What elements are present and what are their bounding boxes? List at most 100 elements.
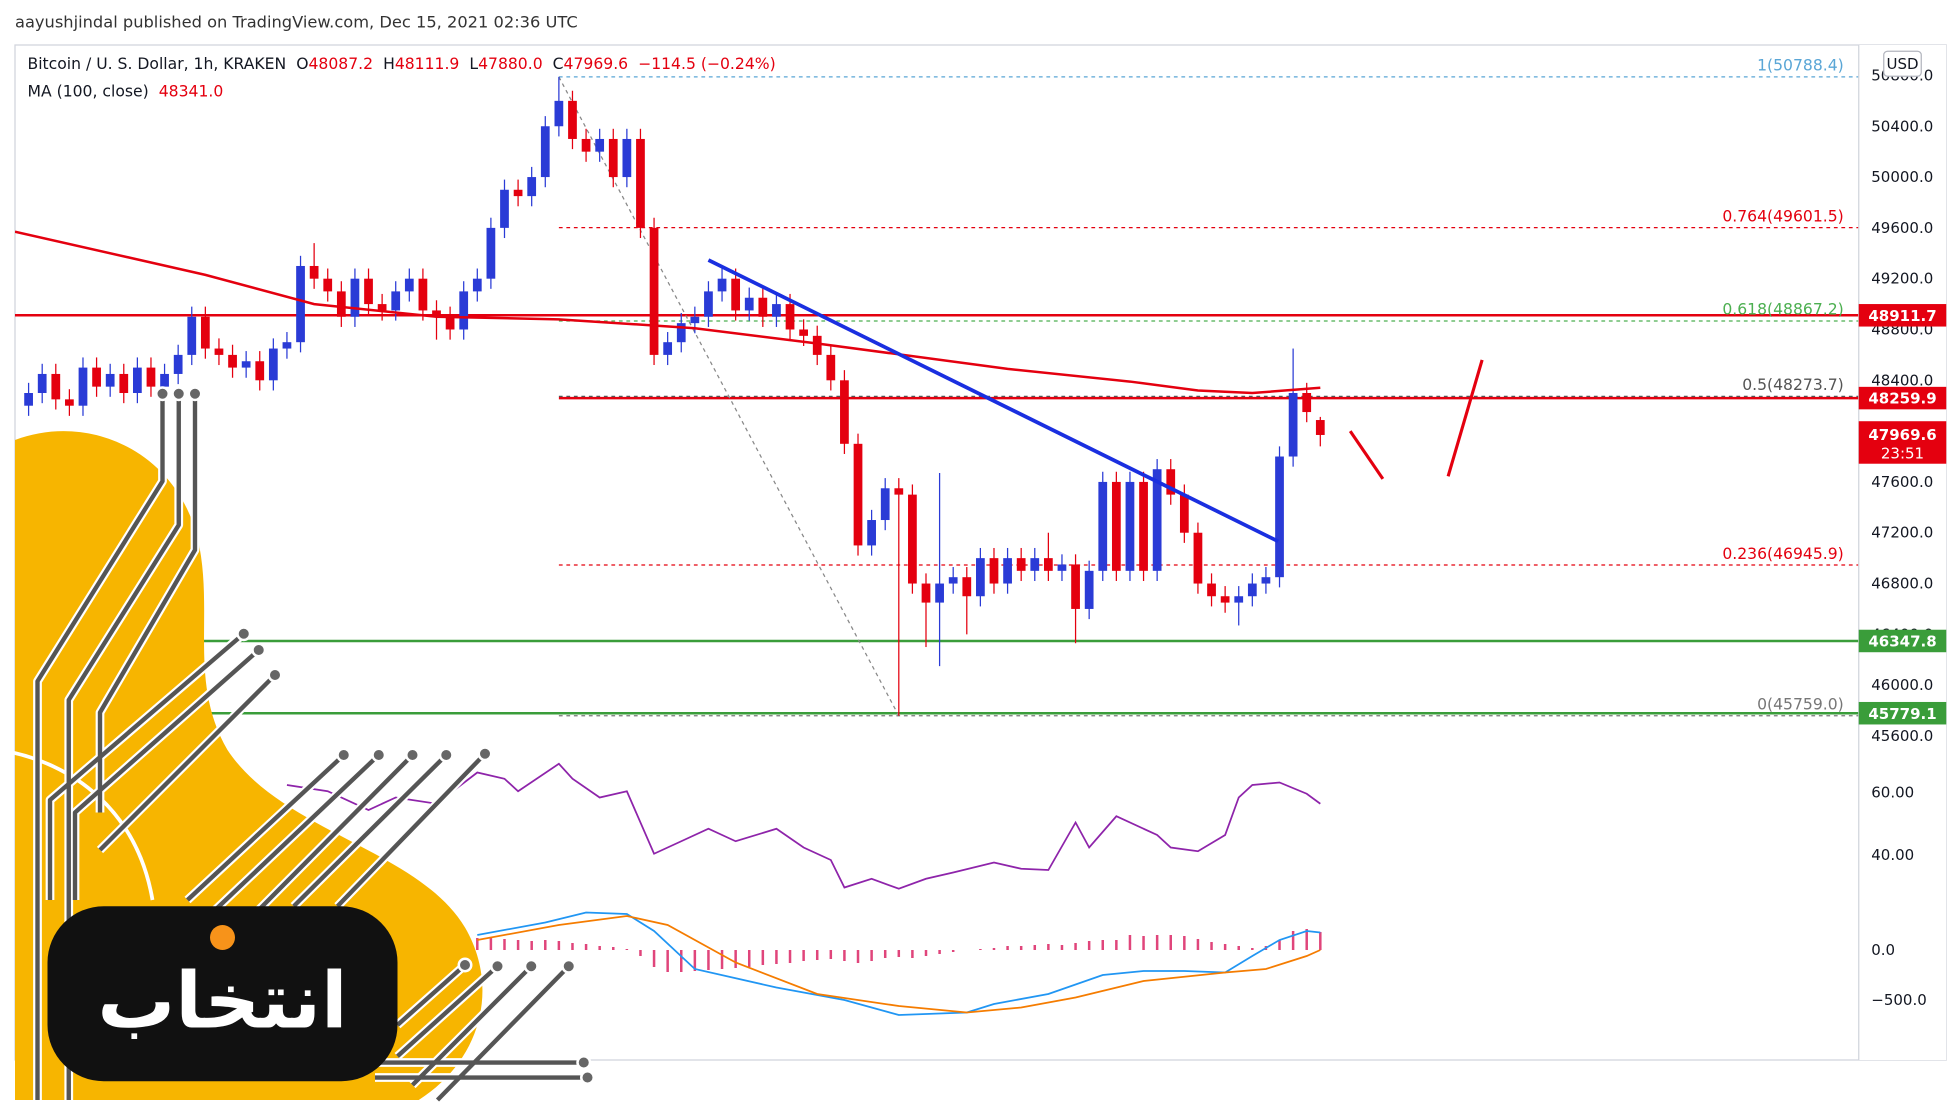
candle-body: [1098, 481, 1108, 571]
histogram-bar: [788, 950, 792, 963]
candle-body: [1179, 494, 1189, 533]
histogram-bar: [1210, 941, 1213, 950]
histogram-bar: [1047, 944, 1050, 950]
candle-body: [459, 291, 469, 330]
histogram-bar: [652, 950, 656, 967]
currency: USD: [1886, 55, 1918, 73]
fib-trend: [558, 76, 900, 717]
candle-body: [1111, 481, 1121, 571]
candle-body: [690, 316, 700, 324]
histogram-bar: [843, 950, 846, 961]
candle-body: [731, 278, 741, 311]
price-label: 48259.9: [1868, 390, 1936, 408]
histogram-bar: [503, 939, 506, 950]
candle-body: [717, 278, 727, 292]
histogram-bar: [1115, 940, 1118, 950]
indicator-line: [286, 762, 1321, 890]
candle-body: [527, 177, 537, 197]
fib-label: 0.236(46945.9): [1722, 545, 1843, 563]
histogram-bar: [775, 950, 778, 964]
candle-body: [1275, 456, 1284, 578]
fib-label: 0.618(48867.2): [1722, 301, 1843, 319]
candle-body: [908, 494, 917, 584]
histogram-bar: [992, 948, 996, 950]
header: aayushjindal published on TradingView.co…: [15, 13, 578, 32]
candle-body: [377, 304, 387, 311]
histogram-bar: [1169, 935, 1172, 950]
price-axis: 50800.050400.050000.049600.049200.048800…: [1858, 44, 1947, 1060]
candle-body: [268, 348, 278, 381]
candle-body: [228, 354, 237, 368]
candle-body: [581, 138, 591, 152]
histogram-bar: [1006, 945, 1009, 950]
logo-box: [47, 906, 398, 1082]
histogram-bar: [951, 950, 955, 952]
histogram-bar: [1101, 940, 1105, 950]
candle-body: [622, 138, 632, 178]
candle-body: [1288, 393, 1298, 457]
y-tick-label: 50000.0: [1871, 168, 1933, 186]
candle-body: [744, 297, 754, 311]
candle-body: [486, 227, 496, 279]
candle-body: [935, 583, 944, 603]
y-tick-label: 0.0: [1871, 941, 1895, 959]
histogram-bar: [883, 950, 887, 958]
candle-body: [173, 354, 183, 374]
candle-body: [799, 329, 808, 336]
currency-box: [1883, 50, 1922, 77]
y-tick-label: 46800.0: [1871, 575, 1933, 593]
candle-body: [500, 189, 509, 228]
logo-text: انتخاب: [97, 957, 347, 1047]
y-tick-label: 40.00: [1871, 846, 1914, 864]
ohlc-key: C: [553, 55, 564, 73]
candle-body: [119, 373, 129, 394]
candle-body: [309, 265, 319, 279]
candle-body: [1166, 469, 1176, 495]
candle-body: [24, 393, 33, 406]
candle-body: [105, 373, 115, 387]
candle-body: [1125, 481, 1135, 571]
axis-labels: USD 48911.7 48259.9 46347.8 45779.1 47969.62…: [1858, 50, 1947, 725]
candle-body: [663, 342, 673, 355]
histogram-bar: [516, 940, 520, 950]
drawing: [1446, 359, 1484, 477]
candle-body: [1139, 481, 1148, 571]
candle-body: [785, 304, 795, 330]
candle-body: [826, 354, 836, 381]
ma-value: 48341.0: [159, 82, 224, 100]
histogram-bar: [815, 950, 819, 960]
histogram-bar: [557, 940, 561, 950]
y-tick-label: 47600.0: [1871, 473, 1933, 491]
y-tick-label: 47200.0: [1871, 524, 1933, 542]
y-tick-label: −500.0: [1871, 991, 1927, 1009]
candle-body: [51, 373, 61, 400]
histogram-bar: [639, 950, 642, 956]
candle-body: [350, 278, 360, 317]
y-tick-label: 48400.0: [1871, 371, 1933, 389]
watermark: انتخاب: [0, 386, 596, 1104]
histogram-bar: [1128, 935, 1132, 950]
price-label-box: [1858, 701, 1947, 725]
candle-body: [948, 577, 958, 584]
histogram-bar: [625, 949, 629, 950]
histogram-bar: [571, 943, 574, 950]
candle-body: [554, 100, 564, 127]
histogram-bar: [897, 950, 901, 957]
candle-body: [636, 138, 645, 228]
indicator-line: [477, 915, 1321, 1014]
candle-body: [1315, 420, 1325, 435]
histogram-bar: [911, 950, 914, 958]
price-label: 46347.8: [1868, 633, 1936, 651]
histogram-bar: [1060, 945, 1064, 950]
candle-body: [418, 278, 428, 311]
y-tick-label: 46000.0: [1871, 676, 1933, 694]
histogram-bar: [680, 950, 683, 972]
candle-body: [1057, 564, 1067, 571]
candle-body: [840, 380, 849, 444]
histogram-bar: [1074, 943, 1077, 950]
fib-label: 1(50788.4): [1757, 57, 1844, 75]
histogram-bar: [1155, 935, 1159, 950]
candle-body: [676, 323, 686, 343]
candle-body: [1261, 577, 1271, 584]
